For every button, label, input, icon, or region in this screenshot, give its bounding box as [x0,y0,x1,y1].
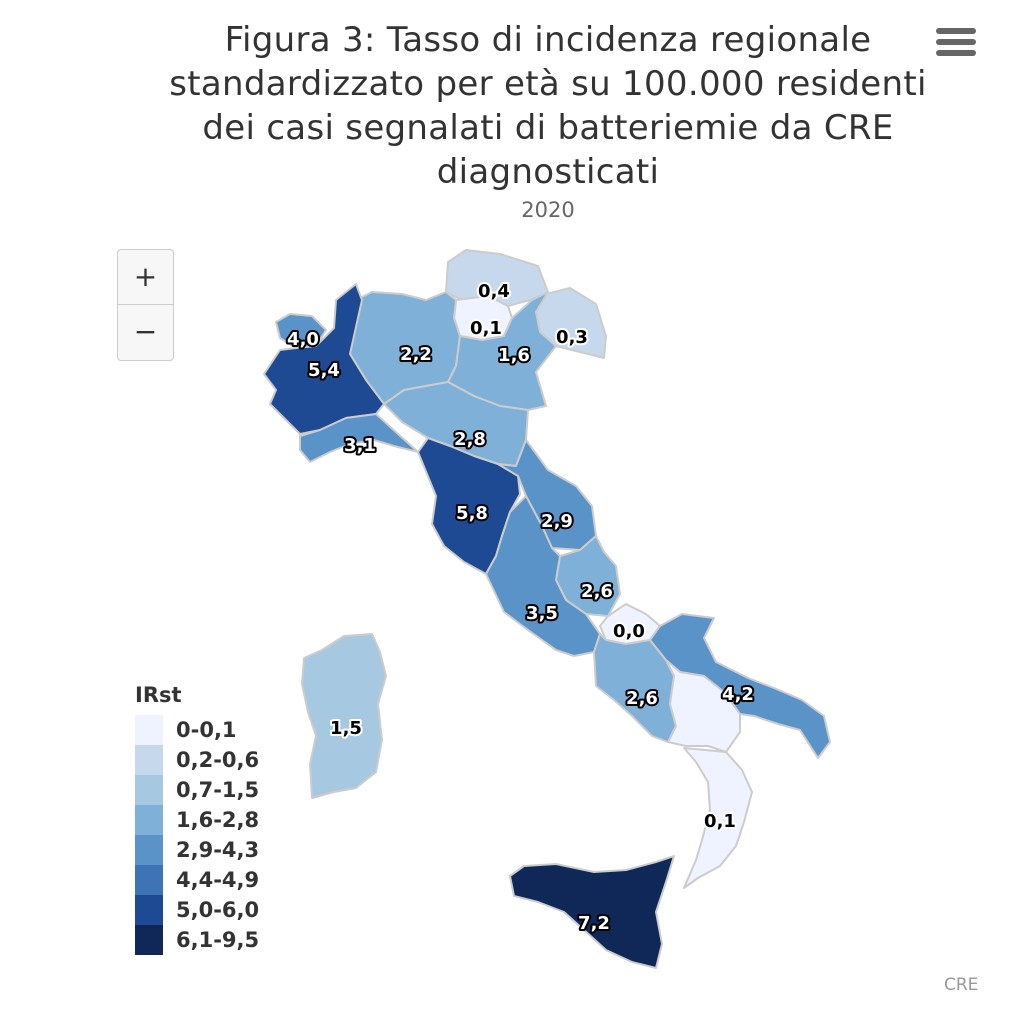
chart-title: Figura 3: Tasso di incidenza regionale s… [150,18,946,194]
region-value-label: 5,4 [308,360,340,381]
legend-swatch [135,775,163,805]
region-value-label: 4,0 [287,329,319,350]
chart-subtitle: 2020 [521,198,575,222]
region-value-label: 2,2 [400,344,432,365]
chart-title-line: diagnosticati [436,152,660,192]
region-shape[interactable] [301,633,387,799]
legend-label: 4,4-4,9 [176,868,260,892]
legend-title: IRst [135,683,182,707]
chart-title-line: standardizzato per età su 100.000 reside… [169,64,927,104]
region-shape[interactable] [299,413,419,463]
region-value-label: 1,5 [330,718,362,739]
region-value-label: 3,5 [526,603,558,624]
legend-swatch [135,865,163,895]
region-value-label: 0,1 [704,811,736,832]
region-shape[interactable] [665,659,741,753]
legend-item[interactable]: 0,7-1,5 [135,775,259,805]
region-shape[interactable] [509,855,675,969]
zoom-out-button[interactable]: − [118,304,173,359]
legend-label: 5,0-6,0 [176,898,260,922]
region-shape[interactable] [485,495,601,657]
legend-label: 0,7-1,5 [176,778,260,802]
legend-label: 0-0,1 [176,718,237,742]
legend-item[interactable]: 0-0,1 [135,715,259,745]
legend-swatch [135,715,163,745]
legend-label: 0,2-0,6 [176,748,260,772]
region-value-label: 1,6 [498,345,530,366]
legend-label: 2,9-4,3 [176,838,260,862]
region-value-label: 2,6 [581,581,613,602]
chart-title-line: Figura 3: Tasso di incidenza regionale [224,20,872,60]
legend-swatch [135,805,163,835]
legend-label: 6,1-9,5 [176,928,260,952]
chart-title-line: dei casi segnalati di batteriemie da CRE [202,108,894,148]
legend-item[interactable]: 5,0-6,0 [135,895,259,925]
region-value-label: 2,8 [454,429,486,450]
legend-item[interactable]: 2,9-4,3 [135,835,259,865]
legend-item[interactable]: 4,4-4,9 [135,865,259,895]
region-value-label: 2,9 [541,511,573,532]
legend-label: 1,6-2,8 [176,808,260,832]
region-shape[interactable] [275,313,327,349]
region-value-label: 3,1 [344,435,376,456]
zoom-in-button[interactable]: + [133,260,158,293]
region-value-label: 7,2 [578,913,610,934]
region-shape[interactable] [683,747,753,889]
region-value-label: 2,6 [626,688,658,709]
legend-item[interactable]: 6,1-9,5 [135,925,259,955]
legend-item[interactable]: 0,2-0,6 [135,745,259,775]
credits-link[interactable]: CRE [944,975,979,995]
region-value-label: 0,4 [478,281,510,302]
region-shape[interactable] [263,283,385,435]
legend: IRst 0-0,1 0,2-0,6 0,7-1,5 1,6-2,8 2,9-4,3 4,… [135,683,259,955]
region-value-label: 5,8 [456,503,488,524]
legend-swatch [135,745,163,775]
legend-swatch [135,895,163,925]
region-value-label: 0,3 [556,327,588,348]
zoom-controls: + − [117,249,174,361]
region-value-label: 0,0 [613,621,645,642]
legend-swatch [135,835,163,865]
legend-swatch [135,925,163,955]
region-value-label: 4,2 [722,684,754,705]
legend-item[interactable]: 1,6-2,8 [135,805,259,835]
region-shape[interactable] [445,249,549,307]
hamburger-menu-icon[interactable] [936,28,976,64]
region-value-label: 0,1 [470,318,502,339]
